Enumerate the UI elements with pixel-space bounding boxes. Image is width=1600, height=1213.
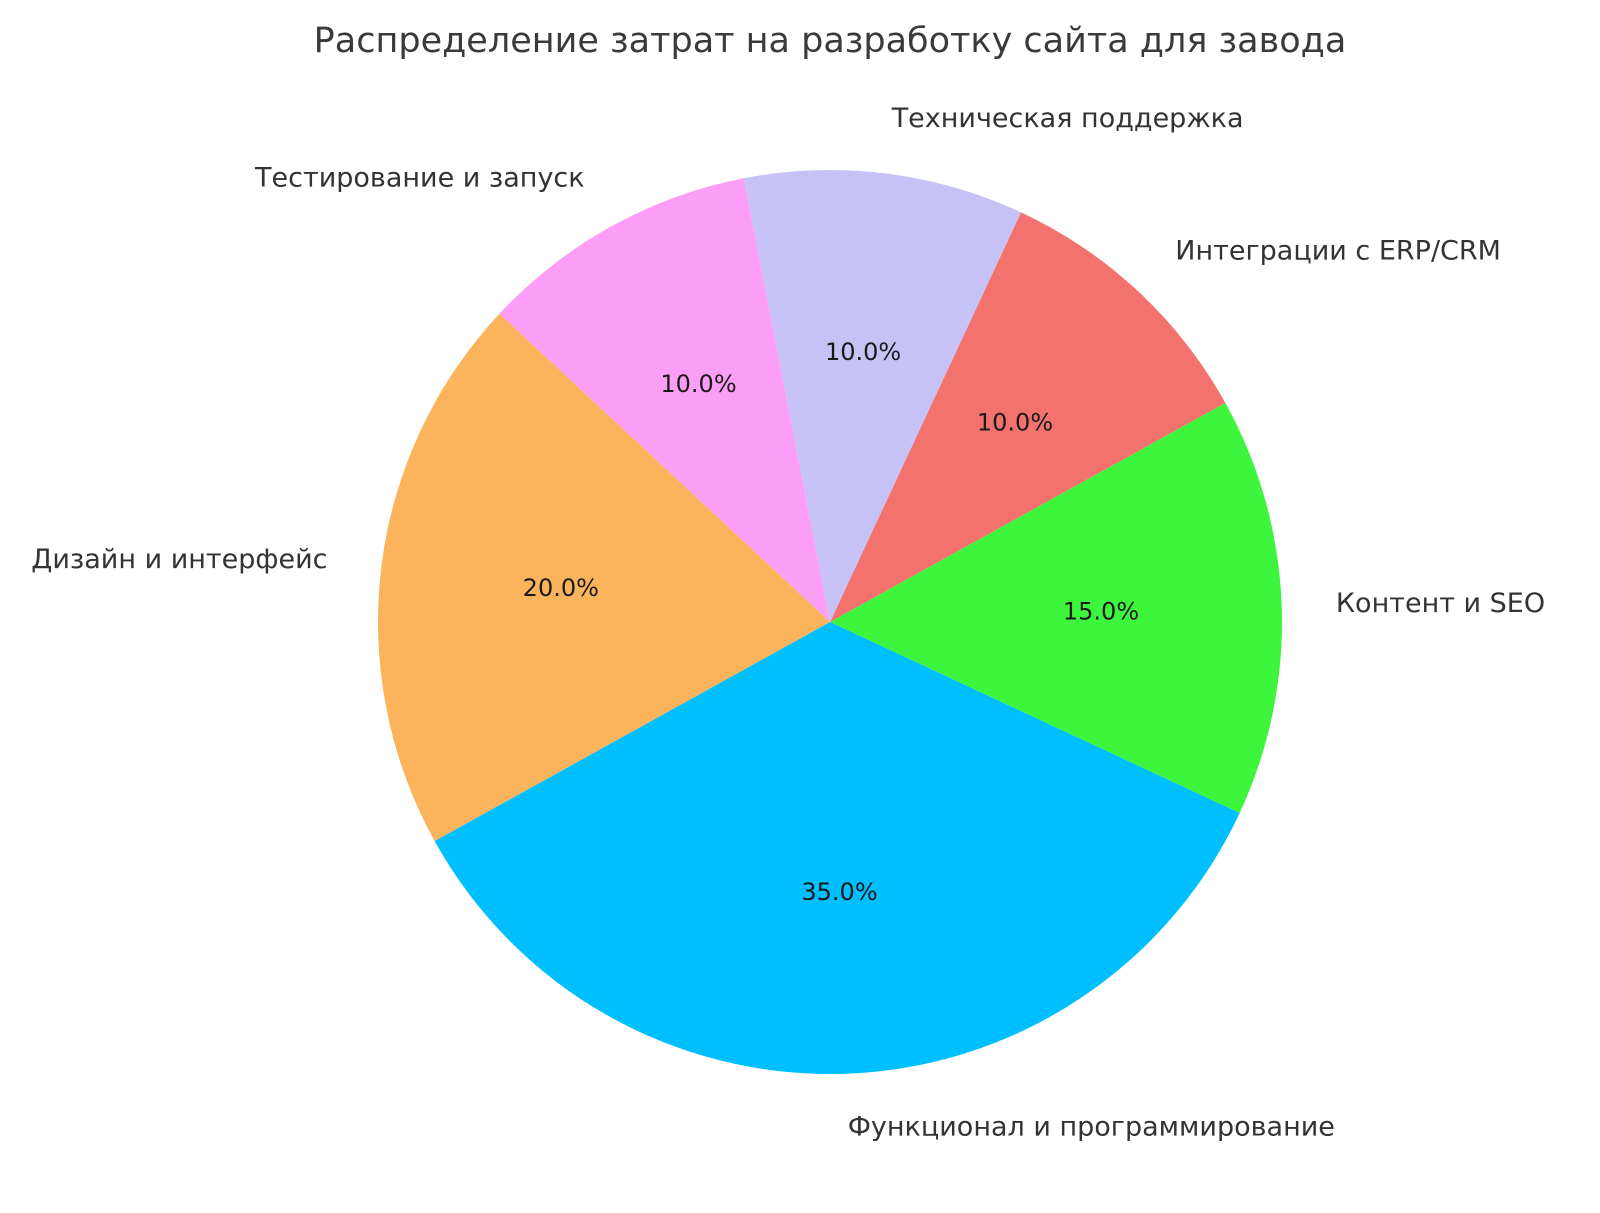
slice-percent-label: 10.0% (825, 338, 901, 366)
slice-label: Интеграции с ERP/CRM (1175, 235, 1501, 266)
pie-slice-2 (743, 169, 1022, 623)
pie-slice-5 (434, 622, 1240, 1074)
slice-label: Техническая поддержка (891, 103, 1244, 134)
slice-percent-label: 10.0% (977, 409, 1053, 437)
pie-slice-4 (378, 313, 830, 842)
pie-slice-3 (499, 178, 830, 623)
pie-slices-group (378, 169, 1282, 1074)
pie-labels-group: 15.0% Контент и SEO 10.0% Интеграции с ERP/… (31, 103, 1545, 1142)
slice-label: Контент и SEO (1336, 588, 1545, 619)
chart-title: Распределение затрат на разработку сайта… (314, 21, 1347, 61)
pie-slice-1 (830, 212, 1226, 622)
pie-slice-0 (830, 402, 1282, 814)
slice-percent-label: 15.0% (1063, 598, 1139, 626)
slice-percent-label: 35.0% (801, 878, 877, 906)
slice-label: Дизайн и интерфейс (31, 544, 327, 575)
slice-label: Функционал и программирование (848, 1111, 1335, 1142)
slice-percent-label: 10.0% (660, 370, 736, 398)
slice-percent-label: 20.0% (523, 574, 599, 602)
slice-label: Тестирование и запуск (254, 163, 585, 194)
